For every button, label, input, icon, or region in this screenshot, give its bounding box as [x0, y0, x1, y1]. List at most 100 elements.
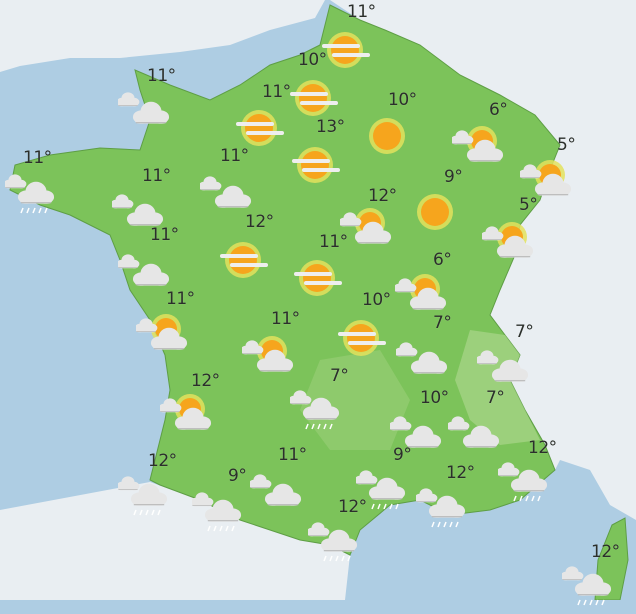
rain-drop: [133, 509, 137, 516]
cloud-shape: [306, 522, 330, 537]
temperature-label: 13°: [316, 117, 345, 137]
cloud-shape: [450, 130, 474, 145]
sun-fog-icon: [320, 28, 370, 72]
cloud-shape: [409, 287, 447, 310]
cloud-shape: [518, 164, 542, 179]
temperature-label: 11°: [262, 82, 291, 102]
fog-bar: [230, 263, 268, 267]
fog-bar: [292, 159, 330, 163]
rain-drop: [145, 509, 149, 516]
temperature-label: 12°: [446, 463, 475, 483]
cloud-shape: [256, 349, 294, 372]
cloud-shape: [204, 499, 242, 522]
rain-drop: [219, 525, 223, 532]
cloudy-icon: [116, 250, 170, 294]
temperature-label: 11°: [271, 309, 300, 329]
rain-drop: [347, 555, 351, 562]
rain-drop: [32, 207, 36, 214]
cloud-shape: [574, 573, 612, 596]
temperature-label: 12°: [191, 371, 220, 391]
rain-icon: [560, 564, 612, 608]
cloud-shape: [410, 351, 448, 374]
temperature-label: 11°: [166, 289, 195, 309]
rain-drop: [371, 503, 375, 510]
cloud-shape: [491, 359, 529, 382]
fog-bar: [294, 272, 332, 276]
temperature-label: 12°: [245, 212, 274, 232]
rain-drop: [213, 525, 217, 532]
cloud-shape: [116, 254, 140, 269]
rain-drop: [335, 555, 339, 562]
rain-drop: [225, 525, 229, 532]
cloud-shape: [354, 470, 378, 485]
rain-drop: [449, 521, 453, 528]
cloudy-icon: [446, 412, 500, 456]
sun-icon: [362, 114, 412, 158]
cloud-shape: [446, 416, 470, 431]
fog-bar: [300, 101, 338, 105]
cloudy-icon: [388, 412, 442, 456]
sun-fog-icon: [336, 316, 386, 360]
cloud-shape: [462, 425, 500, 448]
rain-drop: [38, 207, 42, 214]
cloudy-icon: [198, 172, 252, 216]
fog-bar: [322, 44, 360, 48]
temperature-label: 10°: [420, 388, 449, 408]
rain-drop: [139, 509, 143, 516]
partly-cloudy-icon: [134, 312, 188, 356]
sun-disc: [303, 264, 331, 292]
temperature-label: 9°: [228, 466, 247, 486]
partly-cloudy-icon: [393, 272, 447, 316]
rain-drop: [157, 509, 161, 516]
temperature-label: 10°: [298, 50, 327, 70]
cloudy-icon: [394, 338, 448, 382]
cloud-shape: [158, 398, 182, 413]
partly-cloudy-icon: [450, 124, 504, 168]
sun-fog-icon: [234, 106, 284, 150]
partly-cloudy-icon: [480, 220, 534, 264]
cloud-shape: [368, 477, 406, 500]
rain-icon: [3, 172, 55, 216]
rain-icon: [116, 474, 168, 518]
sun-disc: [421, 198, 449, 226]
sun-disc: [373, 122, 401, 150]
rain-drop: [395, 503, 399, 510]
fog-bar: [304, 281, 342, 285]
cloudy-icon: [116, 88, 170, 132]
fog-bar: [332, 53, 370, 57]
rain-drop: [44, 207, 48, 214]
partly-cloudy-icon: [518, 158, 572, 202]
cloud-shape: [134, 318, 158, 333]
fog-bar: [246, 131, 284, 135]
rain-drop: [377, 503, 381, 510]
cloud-shape: [240, 340, 264, 355]
neighbor-land-uk: [0, 0, 325, 72]
rain-drop: [26, 207, 30, 214]
cloud-shape: [132, 263, 170, 286]
fog-bar: [302, 168, 340, 172]
france-mainland: [9, 4, 561, 556]
temperature-label: 7°: [515, 322, 534, 342]
cloud-shape: [288, 390, 312, 405]
temperature-label: 11°: [278, 445, 307, 465]
rain-drop: [589, 599, 593, 606]
cloud-shape: [116, 92, 140, 107]
map-background: [0, 0, 636, 601]
fog-bar: [220, 254, 258, 258]
rain-drop: [20, 207, 24, 214]
rain-drop: [525, 495, 529, 502]
temperature-label: 11°: [220, 146, 249, 166]
neighbor-land-europe: [330, 0, 636, 520]
temperature-label: 10°: [362, 290, 391, 310]
rain-drop: [323, 423, 327, 430]
cloud-shape: [116, 476, 140, 491]
cloud-shape: [496, 235, 534, 258]
rain-drop: [389, 503, 393, 510]
cloudy-icon: [248, 470, 302, 514]
temperature-label: 11°: [319, 232, 348, 252]
rain-drop: [443, 521, 447, 528]
cloud-shape: [480, 226, 504, 241]
sun-disc: [347, 324, 375, 352]
sun-fog-icon: [218, 238, 268, 282]
cloud-shape: [132, 101, 170, 124]
